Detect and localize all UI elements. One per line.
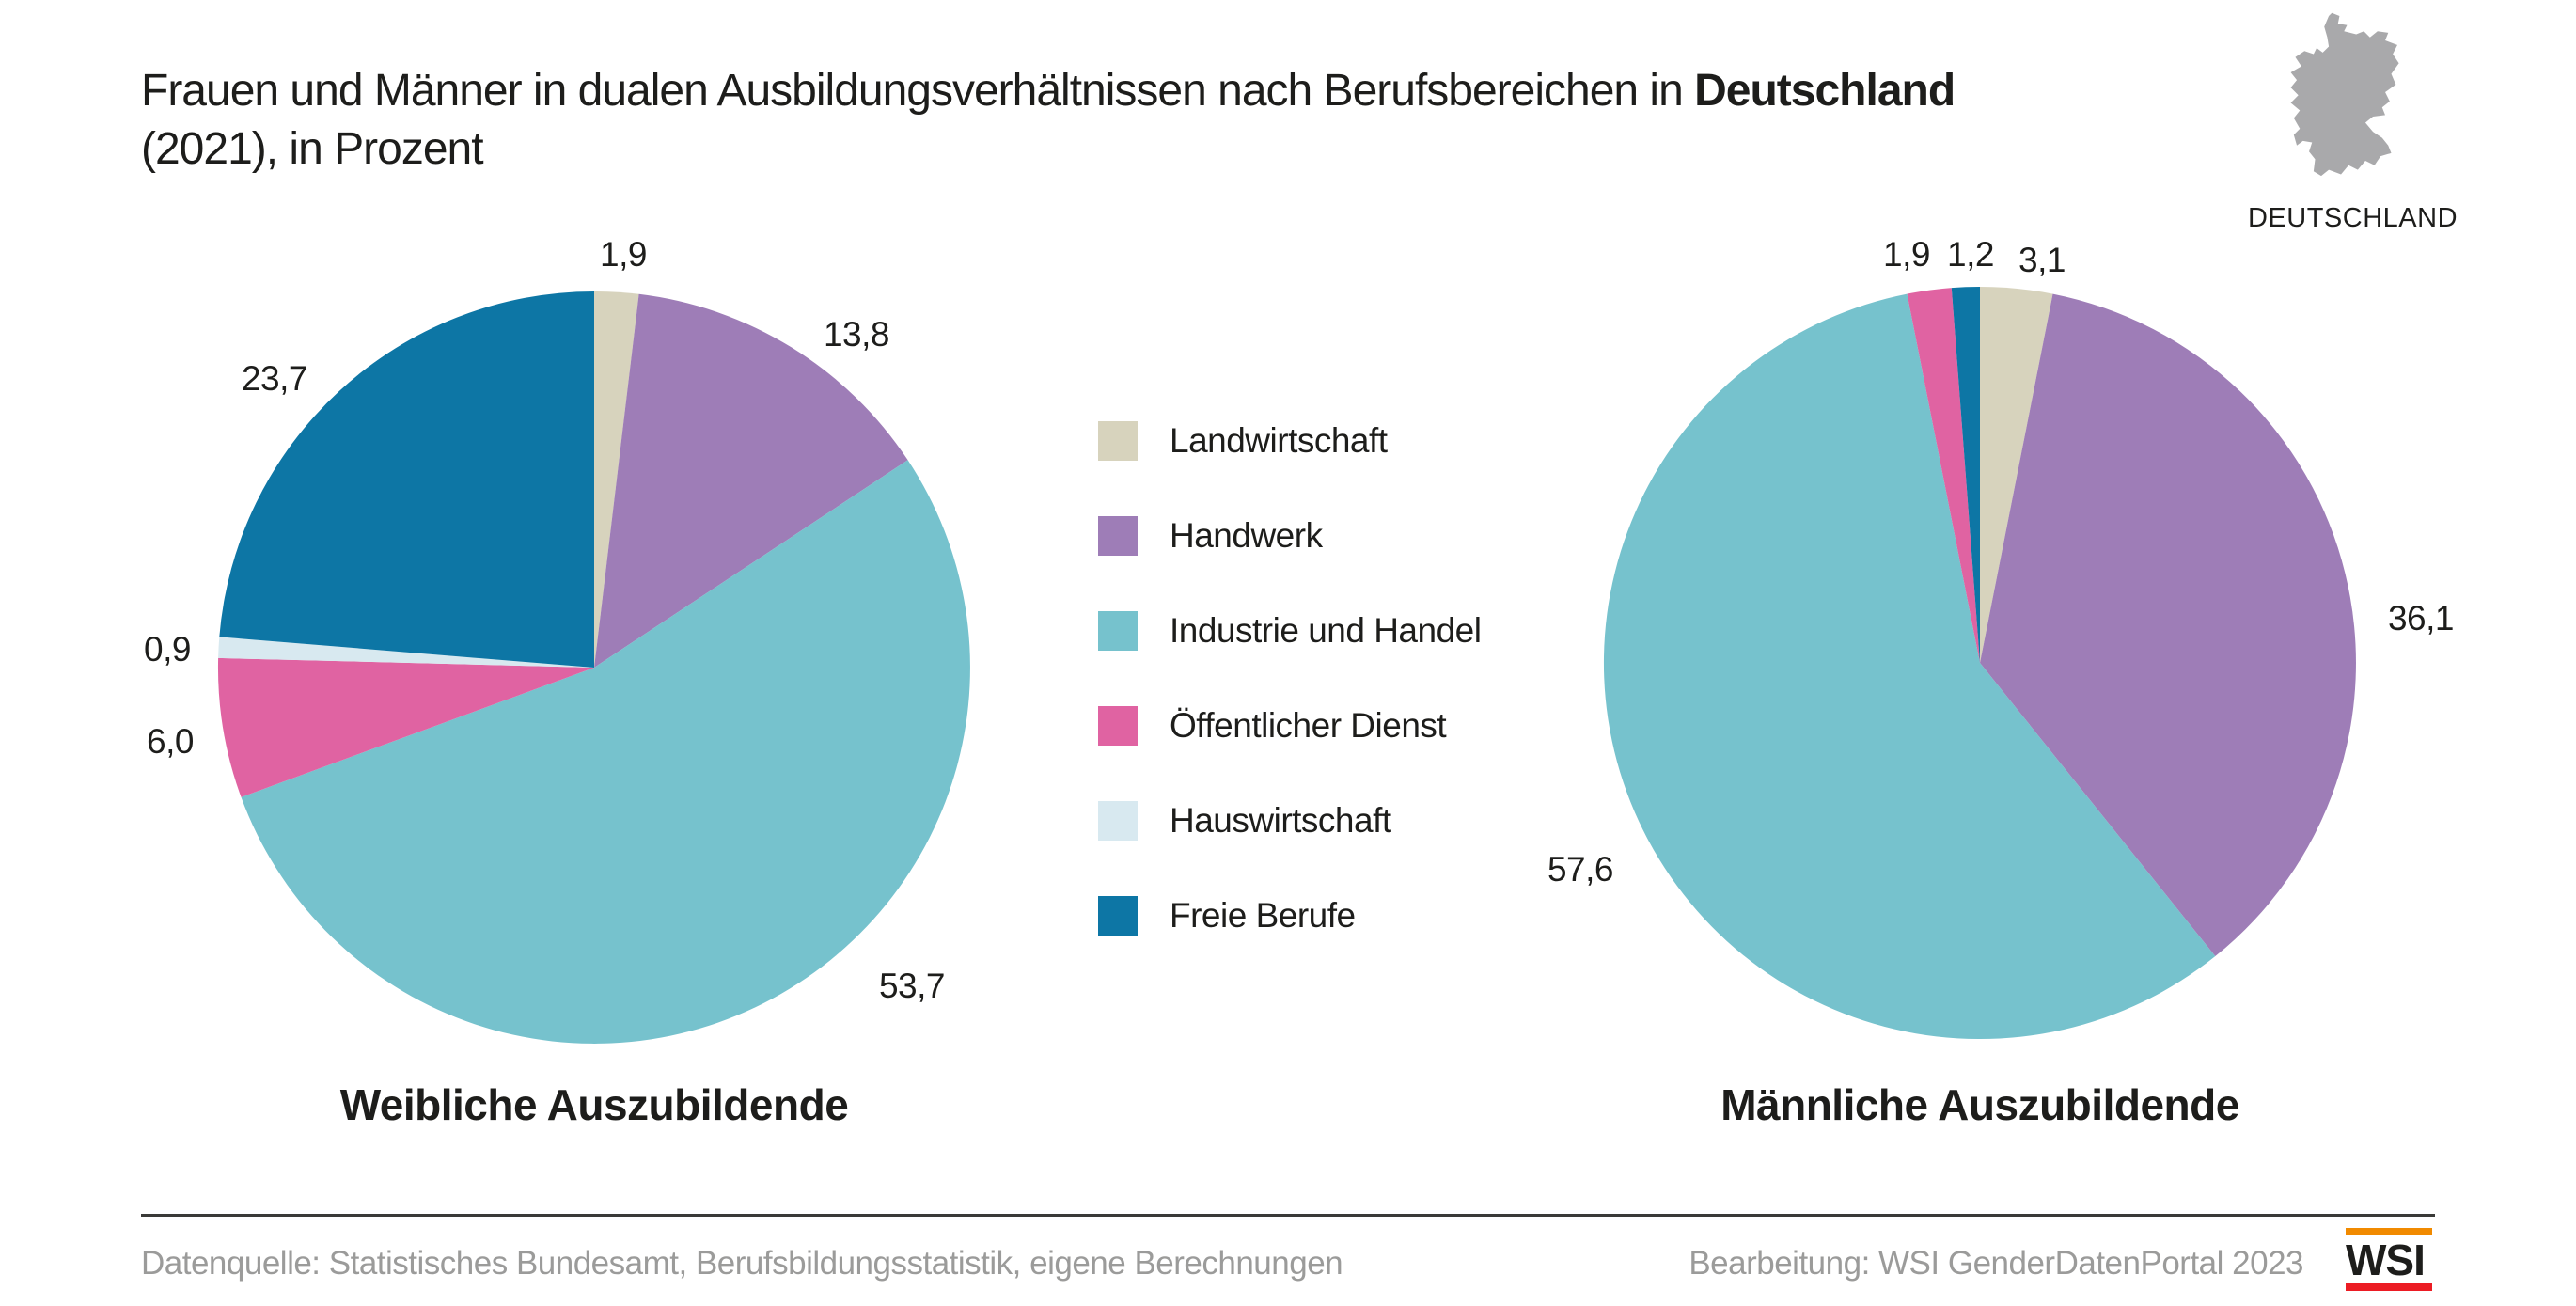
pie-slice-oeffentlicher-dienst bbox=[217, 657, 594, 797]
legend-swatch-industrie-und-handel bbox=[1098, 611, 1138, 651]
germany-map-icon bbox=[2290, 12, 2399, 177]
legend-item-handwerk: Handwerk bbox=[1098, 516, 1481, 556]
pie-slice-oeffentlicher-dienst bbox=[1907, 288, 1980, 663]
pie-value-label-oeffentlicher-dienst: 1,9 bbox=[1883, 235, 1930, 274]
page-title-prefix: Frauen und Männer in dualen Ausbildungsv… bbox=[141, 66, 1695, 117]
wsi-logo-bottom-bar bbox=[2346, 1283, 2432, 1291]
pie-slice-freie-berufe bbox=[219, 291, 595, 668]
pie-slice-hauswirtschaft bbox=[218, 637, 594, 668]
legend-item-freie-berufe: Freie Berufe bbox=[1098, 896, 1481, 936]
pie-slice-landwirtschaft bbox=[594, 291, 639, 668]
region-badge-label: DEUTSCHLAND bbox=[2247, 203, 2458, 233]
legend-swatch-oeffentlicher-dienst bbox=[1098, 706, 1138, 746]
pie-value-label-freie-berufe: 1,2 bbox=[1947, 235, 1994, 274]
pie-chart-male: 3,1 36,1 57,6 1,9 1,2 bbox=[1547, 235, 2455, 1040]
pie-slice-industrie-und-handel bbox=[241, 460, 970, 1044]
pie-value-label-freie-berufe: 23,7 bbox=[242, 359, 307, 398]
legend-label-landwirtschaft: Landwirtschaft bbox=[1170, 421, 1388, 460]
footer-source: Datenquelle: Statistisches Bundesamt, Be… bbox=[141, 1245, 1343, 1282]
legend-swatch-hauswirtschaft bbox=[1098, 801, 1138, 841]
legend-label-industrie-und-handel: Industrie und Handel bbox=[1170, 611, 1482, 650]
pie-slice-handwerk bbox=[1980, 293, 2356, 957]
page-title-region: Deutschland bbox=[1694, 66, 1956, 117]
wsi-logo-top-bar bbox=[2346, 1228, 2432, 1235]
pie-slice-landwirtschaft bbox=[1980, 287, 2053, 663]
pie-slice-industrie-und-handel bbox=[1603, 293, 2216, 1040]
legend-label-handwerk: Handwerk bbox=[1170, 516, 1323, 555]
pie-chart-female: 1,9 13,8 53,7 6,0 0,9 23,7 bbox=[144, 235, 970, 1044]
chart-title-male: Männliche Auszubildende bbox=[1720, 1080, 2239, 1129]
wsi-logo: WSI bbox=[2346, 1228, 2432, 1291]
wsi-logo-text: WSI bbox=[2346, 1235, 2426, 1284]
chart-title-female: Weibliche Auszubildende bbox=[339, 1080, 849, 1129]
page-title: Frauen und Männer in dualen Ausbildungsv… bbox=[141, 62, 2228, 179]
legend-label-oeffentlicher-dienst: Öffentlicher Dienst bbox=[1170, 706, 1447, 745]
legend-label-hauswirtschaft: Hauswirtschaft bbox=[1170, 801, 1391, 840]
legend-item-hauswirtschaft: Hauswirtschaft bbox=[1098, 801, 1481, 841]
pie-value-label-industrie-und-handel: 53,7 bbox=[879, 967, 945, 1005]
pie-value-label-landwirtschaft: 3,1 bbox=[2018, 241, 2066, 279]
pie-value-label-industrie-und-handel: 57,6 bbox=[1547, 850, 1613, 889]
footer-credit: Bearbeitung: WSI GenderDatenPortal 2023 bbox=[1689, 1245, 2303, 1282]
pie-slice-handwerk bbox=[594, 293, 908, 668]
pie-slice-freie-berufe bbox=[1951, 286, 1980, 663]
legend-label-freie-berufe: Freie Berufe bbox=[1170, 896, 1356, 935]
legend: Landwirtschaft Handwerk Industrie und Hand… bbox=[1098, 421, 1482, 936]
pie-value-label-oeffentlicher-dienst: 6,0 bbox=[147, 722, 194, 761]
legend-swatch-landwirtschaft bbox=[1098, 421, 1138, 461]
legend-item-landwirtschaft: Landwirtschaft bbox=[1098, 421, 1481, 461]
pie-value-label-handwerk: 13,8 bbox=[824, 315, 889, 354]
pie-value-label-handwerk: 36,1 bbox=[2388, 599, 2454, 637]
legend-swatch-handwerk bbox=[1098, 516, 1138, 556]
germany-map-shape bbox=[2290, 12, 2399, 177]
region-badge: DEUTSCHLAND bbox=[2238, 11, 2468, 234]
legend-swatch-freie-berufe bbox=[1098, 896, 1138, 936]
legend-item-oeffentlicher-dienst: Öffentlicher Dienst bbox=[1098, 706, 1481, 746]
footer-divider bbox=[141, 1214, 2435, 1217]
pie-value-label-hauswirtschaft: 0,9 bbox=[144, 630, 191, 669]
pie-value-label-landwirtschaft: 1,9 bbox=[600, 235, 647, 274]
page-title-subline: (2021), in Prozent bbox=[141, 124, 484, 175]
legend-item-industrie-und-handel: Industrie und Handel bbox=[1098, 611, 1482, 651]
